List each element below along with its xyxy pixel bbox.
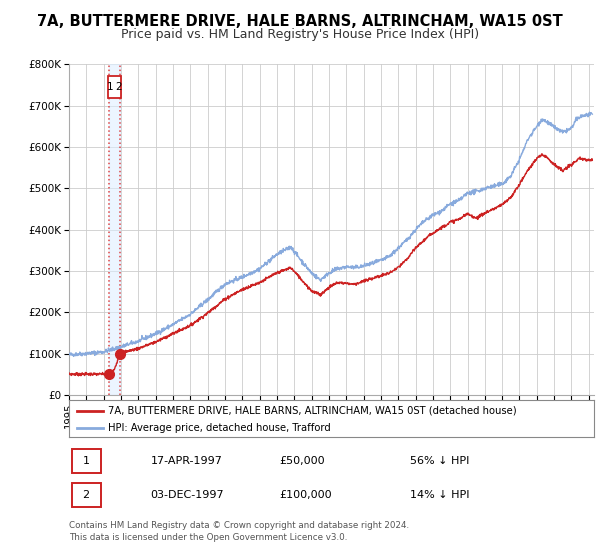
Text: 03-DEC-1997: 03-DEC-1997 <box>151 490 224 500</box>
Text: Contains HM Land Registry data © Crown copyright and database right 2024.: Contains HM Land Registry data © Crown c… <box>69 521 409 530</box>
Text: 7A, BUTTERMERE DRIVE, HALE BARNS, ALTRINCHAM, WA15 0ST: 7A, BUTTERMERE DRIVE, HALE BARNS, ALTRIN… <box>37 14 563 29</box>
Text: 2: 2 <box>83 490 89 500</box>
Text: This data is licensed under the Open Government Licence v3.0.: This data is licensed under the Open Gov… <box>69 533 347 542</box>
Text: 14% ↓ HPI: 14% ↓ HPI <box>410 490 470 500</box>
Text: 1: 1 <box>83 456 89 465</box>
Text: 2: 2 <box>116 82 122 92</box>
Bar <box>109 64 119 395</box>
Bar <box>71 449 101 473</box>
Text: HPI: Average price, detached house, Trafford: HPI: Average price, detached house, Traf… <box>109 423 331 433</box>
Text: Price paid vs. HM Land Registry's House Price Index (HPI): Price paid vs. HM Land Registry's House … <box>121 28 479 41</box>
Text: 7A, BUTTERMERE DRIVE, HALE BARNS, ALTRINCHAM, WA15 0ST (detached house): 7A, BUTTERMERE DRIVE, HALE BARNS, ALTRIN… <box>109 405 517 416</box>
Text: 56% ↓ HPI: 56% ↓ HPI <box>410 456 470 465</box>
Bar <box>71 483 101 507</box>
Text: £100,000: £100,000 <box>279 490 332 500</box>
Text: 1: 1 <box>107 82 113 92</box>
Text: £50,000: £50,000 <box>279 456 325 465</box>
Text: 17-APR-1997: 17-APR-1997 <box>151 456 222 465</box>
Bar <box>108 76 121 99</box>
